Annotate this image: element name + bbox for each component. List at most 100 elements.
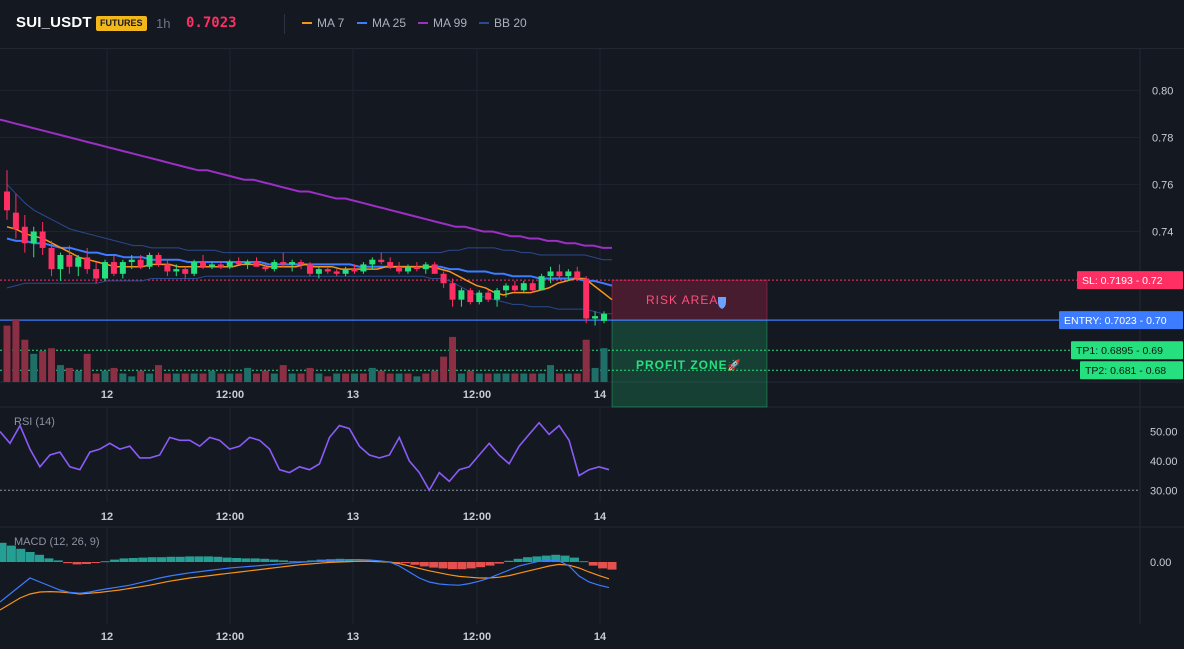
candle-body bbox=[502, 285, 509, 291]
time-tick-label: 13 bbox=[347, 389, 359, 401]
legend-ma25[interactable]: MA 25 bbox=[357, 16, 406, 30]
candle-body bbox=[431, 264, 438, 274]
volume-bar bbox=[431, 370, 439, 382]
legend-ma99[interactable]: MA 99 bbox=[418, 16, 467, 30]
symbol-label[interactable]: SUI_USDT bbox=[16, 14, 92, 31]
macd-histogram-bar bbox=[607, 562, 617, 570]
time-tick-label: 13 bbox=[347, 631, 359, 643]
volume-bar bbox=[475, 373, 483, 382]
shield-icon bbox=[718, 297, 726, 309]
candle-body bbox=[128, 259, 135, 263]
macd-histogram-bar bbox=[81, 562, 91, 564]
time-tick-label: 12:00 bbox=[463, 631, 491, 643]
macd-histogram-bar bbox=[72, 562, 82, 565]
macd-histogram-bar bbox=[598, 562, 608, 569]
candle-body bbox=[289, 262, 296, 265]
macd-histogram-bar bbox=[504, 560, 514, 562]
candle-body bbox=[200, 262, 207, 267]
risk-area-label: RISK AREA bbox=[646, 293, 718, 307]
macd-histogram-bar bbox=[485, 562, 495, 566]
macd-histogram-bar bbox=[63, 562, 73, 564]
ma99-swatch bbox=[418, 21, 428, 24]
macd-histogram-bar bbox=[175, 556, 185, 562]
candle-body bbox=[476, 292, 483, 303]
macd-histogram-bar bbox=[532, 556, 542, 562]
candle-body bbox=[494, 290, 501, 300]
candle-body bbox=[66, 254, 73, 267]
macd-histogram-bar bbox=[410, 562, 420, 565]
macd-histogram-bar bbox=[35, 554, 45, 562]
ma25-swatch bbox=[357, 21, 367, 24]
volume-bar bbox=[466, 370, 474, 382]
candle-body bbox=[342, 269, 349, 274]
volume-bar bbox=[359, 373, 367, 382]
volume-bar bbox=[591, 367, 599, 382]
entry-tag bbox=[1059, 311, 1183, 330]
sl-tag-label: SL: 0.7193 - 0.72 bbox=[1082, 275, 1163, 287]
rsi-tick-label: 50.00 bbox=[1150, 427, 1178, 439]
time-tick-label: 12 bbox=[101, 389, 113, 401]
macd-histogram-bar bbox=[560, 555, 570, 562]
volume-bar bbox=[386, 373, 394, 382]
rsi-tick-label: 30.00 bbox=[1150, 485, 1178, 497]
candle-body bbox=[315, 269, 322, 274]
volume-bar bbox=[342, 373, 350, 382]
macd-histogram-bar bbox=[157, 557, 167, 562]
rocket-icon: 🚀 bbox=[727, 359, 741, 372]
macd-histogram-bar bbox=[466, 562, 476, 569]
volume-bar bbox=[39, 351, 47, 382]
legend-ma7[interactable]: MA 7 bbox=[302, 16, 344, 30]
candle-body bbox=[485, 292, 492, 300]
ma99-line bbox=[0, 118, 612, 249]
candle-body bbox=[404, 266, 411, 272]
candle-body bbox=[333, 271, 340, 274]
candle-body bbox=[583, 278, 590, 319]
candle-body bbox=[191, 262, 198, 274]
macd-histogram-bar bbox=[232, 558, 242, 562]
candle-body bbox=[271, 262, 278, 270]
volume-bar bbox=[547, 365, 555, 382]
candle-body bbox=[556, 271, 563, 277]
volume-bar bbox=[413, 376, 421, 382]
volume-bar bbox=[333, 373, 341, 382]
legend-bb20[interactable]: BB 20 bbox=[479, 16, 527, 30]
candle-body bbox=[511, 285, 518, 291]
macd-histogram-bar bbox=[119, 558, 129, 562]
macd-histogram-bar bbox=[579, 561, 589, 563]
volume-bar bbox=[377, 370, 385, 382]
volume-bar bbox=[315, 373, 323, 382]
time-tick-label: 12:00 bbox=[463, 389, 491, 401]
candle-body bbox=[253, 262, 260, 267]
price-tick-label: 0.80 bbox=[1152, 85, 1173, 97]
macd-histogram-bar bbox=[25, 552, 35, 562]
volume-bar bbox=[529, 373, 537, 382]
volume-bar bbox=[279, 365, 287, 382]
timeframe-label[interactable]: 1h bbox=[156, 16, 171, 31]
candle-body bbox=[601, 313, 607, 321]
macd-histogram-bar bbox=[569, 557, 579, 562]
candle-body bbox=[217, 264, 224, 267]
tp1-tag bbox=[1071, 341, 1183, 360]
tp2-tag-label: TP2: 0.681 - 0.68 bbox=[1085, 365, 1166, 377]
volume-bar bbox=[484, 373, 492, 382]
volume-bar bbox=[395, 373, 403, 382]
macd-histogram-bar bbox=[250, 558, 260, 562]
candle-body bbox=[182, 269, 189, 274]
macd-histogram-bar bbox=[344, 559, 354, 562]
macd-title: MACD (12, 26, 9) bbox=[14, 536, 100, 548]
volume-bar bbox=[235, 373, 243, 382]
futures-badge: FUTURES bbox=[96, 16, 147, 31]
volume-bar bbox=[21, 339, 29, 382]
volume-bar bbox=[297, 373, 305, 382]
ma25-label: MA 25 bbox=[372, 16, 407, 30]
macd-histogram-bar bbox=[194, 556, 204, 562]
volume-bar bbox=[457, 373, 465, 382]
macd-histogram-bar bbox=[260, 558, 270, 562]
macd-histogram-bar bbox=[213, 556, 223, 562]
profit-zone-label: PROFIT ZONE bbox=[636, 358, 728, 372]
volume-bar bbox=[190, 373, 198, 382]
candle-body bbox=[378, 259, 385, 263]
candle-body bbox=[565, 271, 572, 277]
candle-body bbox=[324, 269, 331, 272]
